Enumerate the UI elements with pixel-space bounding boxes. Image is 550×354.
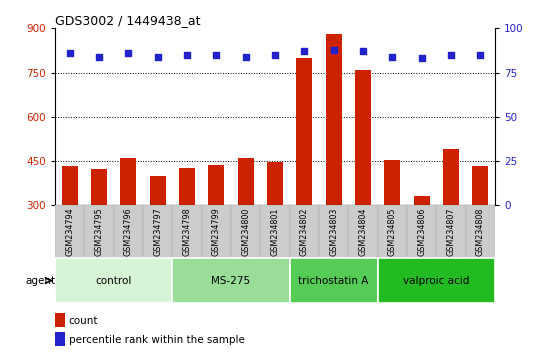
Bar — [348, 205, 378, 258]
Bar — [414, 196, 430, 205]
Point — [300, 48, 309, 54]
Bar — [436, 205, 466, 258]
Bar — [290, 205, 319, 258]
Bar — [443, 149, 459, 205]
Text: valproic acid: valproic acid — [403, 275, 470, 286]
Bar — [55, 258, 172, 303]
Bar — [55, 205, 84, 258]
Text: GSM234805: GSM234805 — [388, 207, 397, 256]
Bar — [172, 205, 202, 258]
Point — [476, 52, 485, 58]
Text: GSM234801: GSM234801 — [271, 207, 279, 256]
Point — [65, 50, 74, 56]
Bar — [290, 258, 378, 303]
Point — [447, 52, 455, 58]
Text: trichostatin A: trichostatin A — [299, 275, 369, 286]
Point — [388, 54, 397, 59]
Text: GSM234796: GSM234796 — [124, 207, 133, 256]
Bar — [231, 205, 260, 258]
Text: GSM234800: GSM234800 — [241, 207, 250, 256]
Bar — [114, 205, 143, 258]
Bar — [208, 166, 224, 205]
Bar — [260, 205, 290, 258]
Text: GSM234808: GSM234808 — [476, 207, 485, 256]
Bar — [378, 258, 495, 303]
Text: GSM234804: GSM234804 — [359, 207, 367, 256]
Text: GSM234799: GSM234799 — [212, 207, 221, 256]
Bar — [472, 166, 488, 205]
Bar — [62, 166, 78, 205]
Text: control: control — [96, 275, 132, 286]
Text: GSM234806: GSM234806 — [417, 207, 426, 256]
Bar — [150, 176, 166, 205]
Bar — [326, 34, 342, 205]
Bar — [202, 205, 231, 258]
Bar — [355, 70, 371, 205]
Bar — [120, 158, 136, 205]
Point — [241, 54, 250, 59]
Text: GSM234798: GSM234798 — [183, 207, 191, 256]
Text: MS-275: MS-275 — [211, 275, 251, 286]
Text: GSM234794: GSM234794 — [65, 207, 74, 256]
Bar — [143, 205, 172, 258]
Point — [212, 52, 221, 58]
Bar — [179, 169, 195, 205]
Bar — [84, 205, 114, 258]
Bar — [172, 258, 290, 303]
Text: count: count — [69, 316, 98, 326]
Point — [95, 54, 103, 59]
Bar — [378, 205, 407, 258]
Text: percentile rank within the sample: percentile rank within the sample — [69, 335, 245, 345]
Point — [417, 56, 426, 61]
Text: GSM234795: GSM234795 — [95, 207, 103, 256]
Point — [183, 52, 191, 58]
Bar — [384, 160, 400, 205]
Point — [153, 54, 162, 59]
Point — [329, 47, 338, 52]
Point — [271, 52, 279, 58]
Point — [124, 50, 133, 56]
Text: GSM234797: GSM234797 — [153, 207, 162, 256]
Bar — [407, 205, 436, 258]
Text: GDS3002 / 1449438_at: GDS3002 / 1449438_at — [55, 14, 201, 27]
Bar — [267, 162, 283, 205]
Text: GSM234807: GSM234807 — [447, 207, 455, 256]
Bar — [296, 58, 312, 205]
Bar — [238, 158, 254, 205]
Bar — [91, 169, 107, 205]
Text: GSM234802: GSM234802 — [300, 207, 309, 256]
Point — [359, 48, 367, 54]
Bar — [319, 205, 348, 258]
Bar — [466, 205, 495, 258]
Text: agent: agent — [25, 275, 55, 286]
Text: GSM234803: GSM234803 — [329, 207, 338, 256]
